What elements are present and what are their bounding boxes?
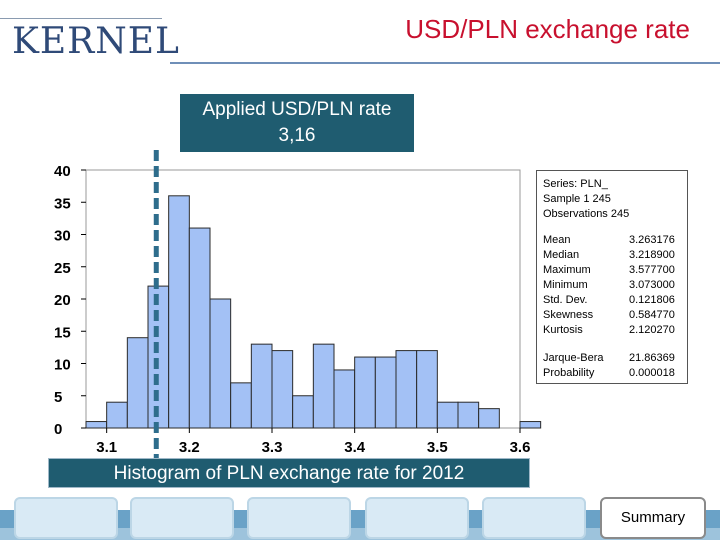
header-rule — [170, 62, 720, 64]
x-tick-label: 3.1 — [96, 439, 117, 456]
y-tick-label: 15 — [54, 324, 71, 341]
stats-label: Kurtosis — [543, 324, 583, 336]
histogram-bar — [250, 343, 273, 429]
y-tick-label: 20 — [54, 292, 71, 309]
stats-row: Median 3.218900 — [543, 248, 683, 262]
histogram-bar — [271, 350, 294, 429]
nav-tab-1[interactable] — [14, 497, 118, 539]
stats-observations: Observations 245 — [543, 208, 630, 220]
histogram-bar — [292, 395, 314, 429]
histogram-bar — [209, 298, 232, 429]
stats-row: Probability 0.000018 — [543, 366, 683, 380]
histogram-bar — [457, 401, 480, 429]
stats-value: 3.577700 — [629, 264, 675, 276]
chart-caption: Histogram of PLN exchange rate for 2012 — [48, 458, 530, 488]
stats-row: Kurtosis 2.120270 — [543, 323, 683, 337]
stats-value: 21.86369 — [629, 352, 675, 364]
stats-row: Std. Dev. 0.121806 — [543, 293, 683, 307]
x-tick-label: 3.3 — [262, 439, 283, 456]
y-tick-label: 0 — [54, 421, 62, 438]
stats-value: 2.120270 — [629, 324, 675, 336]
stats-label: Skewness — [543, 309, 594, 321]
stats-row: Maximum 3.577700 — [543, 263, 683, 277]
stats-value: 3.263176 — [629, 234, 675, 246]
applied-rate-box: Applied USD/PLN rate 3,16 — [180, 94, 414, 152]
stats-label: Mean — [543, 234, 571, 246]
histogram-bar — [416, 350, 438, 429]
stats-label: Maximum — [543, 264, 591, 276]
nav-tab-2[interactable] — [130, 497, 234, 539]
page-title: USD/PLN exchange rate — [405, 14, 690, 44]
applied-rate-value: 3,16 — [278, 125, 316, 146]
x-tick-label: 3.6 — [510, 439, 531, 456]
summary-button[interactable]: Summary — [600, 497, 706, 539]
histogram-bar — [395, 350, 418, 429]
y-tick-label: 35 — [54, 195, 71, 212]
histogram-bar — [354, 356, 376, 429]
stats-value: 3.073000 — [629, 279, 675, 291]
y-tick-label: 10 — [54, 357, 71, 374]
histogram-bar — [478, 408, 500, 429]
x-tick-label: 3.5 — [427, 439, 448, 456]
x-tick-label: 3.4 — [344, 439, 366, 456]
histogram-bar — [519, 421, 542, 429]
stats-label: Median — [543, 249, 580, 261]
applied-rate-label: Applied USD/PLN rate — [202, 99, 392, 120]
stats-value: 0.584770 — [629, 309, 675, 321]
statistics-panel: Series: PLN_ Sample 1 245 Observations 2… — [536, 170, 688, 384]
stats-label: Jarque-Bera — [543, 352, 604, 364]
nav-tab-4[interactable] — [365, 497, 469, 539]
histogram-bar — [436, 401, 459, 429]
histogram-bar — [85, 421, 108, 429]
stats-value: 0.121806 — [629, 294, 675, 306]
stats-row: Jarque-Bera 21.86369 — [543, 351, 683, 365]
histogram-bar — [106, 401, 128, 429]
x-tick-label: 3.2 — [179, 439, 200, 456]
y-tick-label: 30 — [54, 228, 71, 245]
histogram-bar — [168, 195, 190, 429]
stats-row: Mean 3.263176 — [543, 233, 683, 247]
histogram-bar — [374, 356, 397, 429]
y-tick-label: 5 — [54, 389, 62, 406]
stats-label: Minimum — [543, 279, 588, 291]
stats-value: 0.000018 — [629, 367, 675, 379]
histogram-bar — [230, 382, 252, 429]
kernel-logo: KERNEL — [12, 21, 180, 62]
histogram-bar — [188, 227, 211, 429]
stats-label: Probability — [543, 367, 595, 379]
stats-header: Series: PLN_ Sample 1 245 Observations 2… — [543, 177, 629, 222]
stats-value: 3.218900 — [629, 249, 675, 261]
histogram-bar — [312, 343, 335, 429]
histogram-bar — [333, 369, 356, 429]
logo-rule — [0, 18, 162, 19]
stats-row: Skewness 0.584770 — [543, 308, 683, 322]
histogram-bar — [126, 337, 149, 429]
stats-row: Minimum 3.073000 — [543, 278, 683, 292]
stats-series: Series: PLN_ — [543, 178, 608, 190]
nav-tab-5[interactable] — [482, 497, 586, 539]
stats-label: Std. Dev. — [543, 294, 588, 306]
stats-sample: Sample 1 245 — [543, 193, 611, 205]
y-tick-label: 40 — [54, 163, 71, 180]
nav-tab-3[interactable] — [247, 497, 351, 539]
y-tick-label: 25 — [54, 260, 71, 277]
